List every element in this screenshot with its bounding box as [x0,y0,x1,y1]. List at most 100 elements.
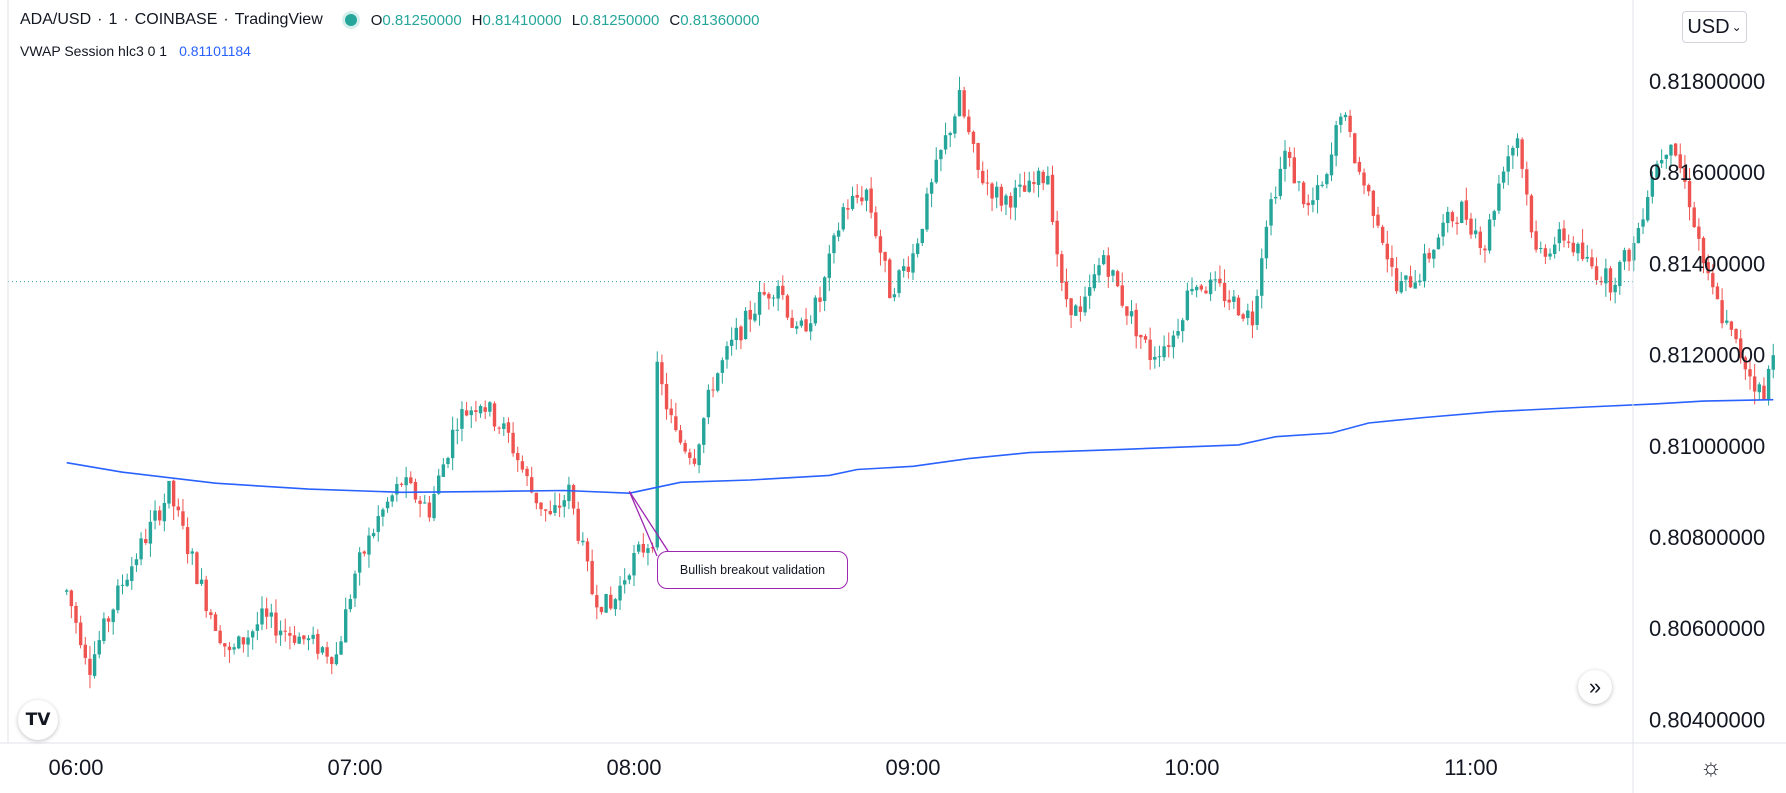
candle-body [669,408,673,416]
y-tick-label: 0.81800000 [1649,69,1765,94]
candle-body [748,309,752,320]
candle-body [850,195,855,209]
candle-body [1255,296,1259,325]
candle-body [125,579,129,586]
candle-body [1153,356,1157,360]
candle-body [288,632,292,636]
candle-body [1692,207,1696,228]
x-tick-label: 11:00 [1444,755,1497,780]
candle-body [1004,195,1008,205]
candle-body [725,346,729,360]
candle-body [1762,385,1766,400]
candle-body [497,427,501,429]
candle-body [1060,254,1064,283]
candle-body [1469,218,1473,235]
candle-body [660,362,664,385]
candle-body [1413,282,1417,289]
scroll-to-realtime-icon[interactable]: » [1578,670,1612,704]
candles-layer [65,76,1775,689]
candle-body [158,510,162,521]
candle-body [232,647,236,650]
candle-body [153,510,157,521]
candle-body [841,207,845,230]
candle-body [1129,311,1134,317]
candle-body [609,594,613,609]
y-tick-label: 0.81400000 [1649,251,1765,276]
symbol-label[interactable]: ADA/USD [20,11,92,28]
settings-gear-icon[interactable]: ☼ [1700,754,1722,781]
candle-body [446,457,450,465]
candle-body [185,527,190,554]
candle-body [576,508,580,541]
annotation-callout[interactable]: Bullish breakout validation [657,551,848,589]
candle-body [92,654,97,676]
candle-body [1311,200,1315,205]
candle-body [1557,229,1562,244]
candle-body [790,317,794,328]
candle-body [195,552,199,585]
candle-body [171,480,176,507]
indicator-legend[interactable]: VWAP Session hlc3 0 1 0.81101184 [20,43,251,59]
candle-body [1329,154,1334,176]
candle-body [1501,171,1506,183]
candle-body [995,186,999,198]
candle-body [1241,314,1245,319]
currency-button[interactable]: USD ⌄ [1682,11,1747,43]
candle-body [688,452,692,458]
candle-body [664,383,669,410]
candle-body [469,410,473,416]
candle-body [362,551,366,554]
candle-body [906,266,911,272]
candle-body [943,135,948,150]
candle-body [460,409,464,429]
indicator-label: VWAP Session hlc3 0 1 [20,43,168,59]
candle-body [1566,241,1571,243]
candle-body [1604,268,1608,284]
candle-body [1599,280,1603,283]
header-separator: · [123,11,129,28]
candle-body [367,535,371,555]
candle-body [962,90,966,117]
candle-body [344,609,348,643]
candle-body [1106,255,1110,277]
candle-body [976,143,980,170]
candle-body [1492,211,1496,220]
candle-body [1473,230,1478,235]
candle-body [1734,328,1738,340]
candle-body [1450,212,1455,222]
candle-body [237,636,241,649]
candle-body [1287,151,1292,158]
candle-body [623,580,627,585]
candle-body [409,477,413,484]
candle-body [120,584,125,586]
candle-body [423,502,427,504]
candle-body [1650,177,1655,197]
x-tick-label: 08:00 [606,755,661,780]
logo-text: TV [25,710,51,730]
candle-body [692,458,697,464]
candle-body [902,266,906,271]
candle-body [641,543,645,553]
candle-body [1343,114,1348,118]
candle-body [320,647,325,653]
candle-body [771,297,776,299]
candle-body [255,624,260,631]
candle-body [1632,242,1636,261]
candle-body [1362,172,1366,186]
candle-body [809,323,813,332]
candle-body [1673,143,1678,156]
x-tick-label: 10:00 [1164,755,1219,780]
candle-body [376,516,380,532]
candle-body [1371,190,1376,216]
tradingview-logo-icon[interactable]: TV [18,700,58,740]
candle-body [585,541,590,562]
candle-body [1641,219,1645,227]
candle-body [832,235,836,254]
candle-body [1339,116,1343,125]
candle-body [1018,184,1022,187]
candle-body [1529,195,1534,233]
candle-body [757,292,762,315]
interval-label[interactable]: 1 [108,11,118,28]
candle-body [1487,219,1492,251]
